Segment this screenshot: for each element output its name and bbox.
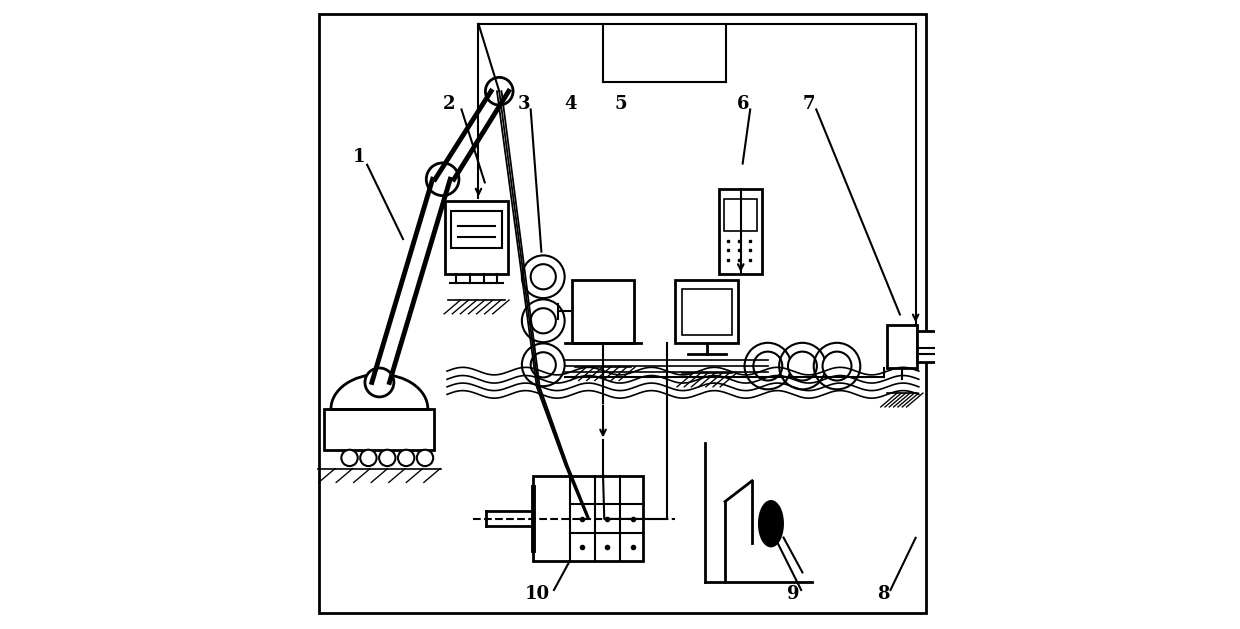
Text: 5: 5 — [615, 95, 627, 113]
Circle shape — [417, 450, 433, 466]
Ellipse shape — [759, 501, 782, 547]
Circle shape — [531, 352, 556, 377]
Text: 3: 3 — [518, 95, 531, 113]
Circle shape — [787, 352, 817, 381]
Circle shape — [531, 264, 556, 289]
Bar — [533, 476, 644, 561]
Text: 9: 9 — [786, 586, 800, 603]
Text: 2: 2 — [443, 95, 455, 113]
Text: 8: 8 — [877, 586, 889, 603]
Circle shape — [485, 77, 513, 105]
Text: 10: 10 — [525, 586, 549, 603]
Bar — [719, 189, 763, 274]
Bar — [445, 201, 508, 274]
Text: 6: 6 — [737, 95, 749, 113]
Bar — [325, 409, 434, 450]
Bar — [887, 325, 916, 368]
Circle shape — [361, 450, 377, 466]
Circle shape — [754, 352, 782, 381]
Text: 4: 4 — [564, 95, 577, 113]
Bar — [676, 280, 738, 343]
Bar — [724, 199, 758, 231]
Circle shape — [365, 368, 394, 397]
Text: 7: 7 — [802, 95, 815, 113]
Circle shape — [822, 352, 852, 381]
Circle shape — [531, 308, 556, 333]
Bar — [916, 331, 941, 362]
Circle shape — [379, 450, 396, 466]
Circle shape — [341, 450, 357, 466]
Bar — [572, 280, 635, 343]
Bar — [451, 211, 502, 248]
Bar — [682, 289, 732, 335]
Circle shape — [427, 163, 459, 196]
Text: 1: 1 — [352, 148, 366, 166]
Circle shape — [398, 450, 414, 466]
